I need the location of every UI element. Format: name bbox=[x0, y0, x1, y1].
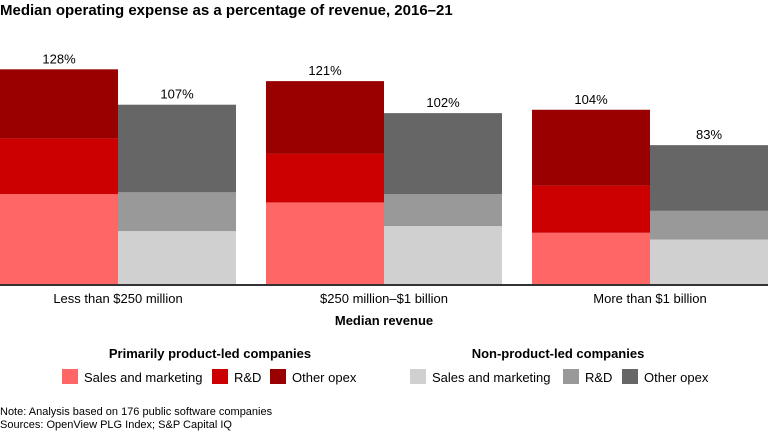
bar-segment-1-0-0 bbox=[118, 231, 236, 285]
bar-segment-0-0-0 bbox=[0, 194, 118, 285]
category-label: More than $1 billion bbox=[593, 291, 706, 306]
total-label: 83% bbox=[696, 127, 722, 142]
bar-segment-0-1-0 bbox=[0, 138, 118, 195]
legend-swatch bbox=[212, 369, 228, 384]
legend-label: Sales and marketing bbox=[432, 370, 551, 385]
category-label: $250 million–$1 billion bbox=[320, 291, 448, 306]
bar-segment-1-0-2 bbox=[650, 239, 768, 285]
bar-segment-1-2-1 bbox=[384, 113, 502, 195]
bar-segment-0-0-2 bbox=[532, 232, 650, 285]
category-label: Less than $250 million bbox=[53, 291, 182, 306]
bar-segment-1-2-2 bbox=[650, 145, 768, 211]
legend-group-title: Primarily product-led companies bbox=[109, 346, 311, 361]
note-text: Note: Analysis based on 176 public softw… bbox=[0, 406, 273, 418]
legend-swatch bbox=[410, 369, 426, 384]
bar-segment-0-2-1 bbox=[266, 81, 384, 154]
bar-segment-1-1-0 bbox=[118, 192, 236, 232]
bar-segment-1-1-2 bbox=[650, 210, 768, 240]
legend-label: R&D bbox=[234, 370, 261, 385]
x-axis-label: Median revenue bbox=[335, 313, 433, 328]
bar-segment-0-2-0 bbox=[0, 69, 118, 139]
chart-title: Median operating expense as a percentage… bbox=[0, 2, 453, 19]
legend-group-title: Non-product-led companies bbox=[472, 346, 645, 361]
sources-text: Sources: OpenView PLG Index; S&P Capital… bbox=[0, 419, 232, 431]
legend-label: Other opex bbox=[644, 370, 709, 385]
legend-swatch bbox=[563, 369, 579, 384]
total-label: 107% bbox=[160, 87, 194, 102]
legend-swatch bbox=[270, 369, 286, 384]
bar-segment-1-2-0 bbox=[118, 104, 236, 193]
total-label: 102% bbox=[426, 95, 460, 110]
legend-label: Sales and marketing bbox=[84, 370, 203, 385]
bar-segment-0-2-2 bbox=[532, 109, 650, 186]
bar-segment-0-1-1 bbox=[266, 153, 384, 203]
bar-segment-0-1-2 bbox=[532, 185, 650, 233]
bar-segment-1-0-1 bbox=[384, 226, 502, 285]
bar-segment-1-1-1 bbox=[384, 194, 502, 227]
legend-label: Other opex bbox=[292, 370, 357, 385]
legend-label: R&D bbox=[585, 370, 612, 385]
legend-swatch bbox=[622, 369, 638, 384]
total-label: 121% bbox=[308, 63, 342, 78]
legend-swatch bbox=[62, 369, 78, 384]
total-label: 128% bbox=[42, 51, 76, 66]
bar-segment-0-0-1 bbox=[266, 202, 384, 285]
total-label: 104% bbox=[574, 92, 608, 107]
